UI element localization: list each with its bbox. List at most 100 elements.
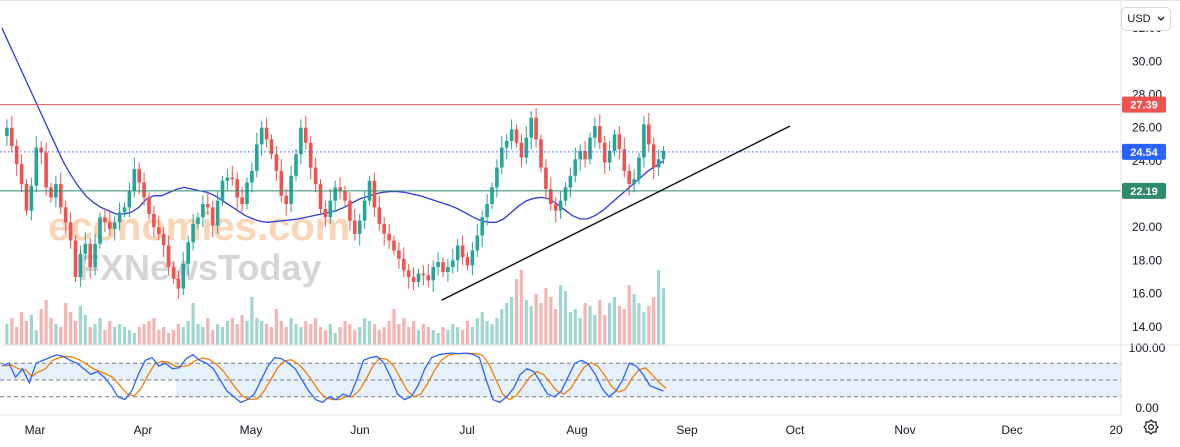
- candle-body: [142, 182, 146, 198]
- candle-body: [622, 149, 627, 171]
- volume-bar: [382, 327, 386, 345]
- candle-body: [387, 233, 391, 241]
- candle-body: [49, 187, 53, 198]
- volume-bar: [113, 327, 117, 345]
- volume-bar: [461, 330, 465, 345]
- candle-body: [573, 159, 578, 176]
- candle-body: [230, 177, 235, 180]
- currency-label: USD: [1127, 13, 1151, 25]
- candle-body: [362, 200, 367, 221]
- volume-bar: [54, 324, 58, 345]
- volume-bar: [176, 324, 180, 345]
- volume-bar: [260, 321, 264, 345]
- candle-body: [259, 127, 264, 145]
- volume-bar: [333, 333, 337, 345]
- volume-bar: [539, 303, 543, 345]
- candle-body: [607, 150, 612, 163]
- volume-bar: [59, 327, 63, 345]
- volume-bar: [265, 324, 269, 345]
- volume-bar: [171, 330, 176, 345]
- candle-body: [544, 167, 548, 190]
- volume-bar: [274, 309, 278, 345]
- volume-bar: [157, 330, 161, 345]
- candle-body: [509, 129, 514, 141]
- volume-bar: [284, 327, 288, 345]
- volume-bar: [617, 306, 621, 345]
- candle-body: [264, 127, 269, 140]
- candle-body: [112, 222, 117, 229]
- currency-selector[interactable]: USD: [1121, 7, 1171, 31]
- volume-bar: [402, 318, 406, 345]
- volume-bar: [431, 330, 435, 345]
- candle-body: [137, 169, 141, 183]
- candle-body: [632, 179, 636, 185]
- volume-bar: [348, 324, 352, 345]
- level-tag: [1122, 182, 1166, 199]
- volume-bar: [642, 312, 646, 345]
- volume-bar: [603, 315, 607, 345]
- volume-bar: [392, 309, 396, 345]
- volume-bar: [544, 288, 548, 345]
- volume-bar: [245, 321, 249, 345]
- candle-body: [602, 142, 607, 163]
- stoch-k-line: [1, 352, 664, 404]
- volume-bar: [211, 330, 215, 345]
- candle-body: [127, 190, 132, 208]
- volume-bar: [162, 327, 166, 345]
- candle-body: [132, 169, 137, 191]
- volume-bar: [314, 318, 318, 345]
- volume-bar: [93, 324, 97, 345]
- volume-bar: [235, 324, 239, 345]
- candle-body: [377, 207, 382, 224]
- volume-bar: [661, 288, 666, 345]
- volume-bar: [387, 321, 391, 345]
- watermark-line1: economies.com: [48, 205, 350, 249]
- candle-body: [455, 245, 460, 261]
- candle-body: [88, 243, 92, 268]
- volume-bar: [98, 318, 102, 345]
- candle-body: [578, 150, 582, 160]
- candle-body: [460, 245, 465, 258]
- volume-bar: [127, 330, 131, 345]
- volume-bar: [216, 324, 220, 345]
- volume-bar: [441, 327, 445, 345]
- candle-body: [14, 145, 19, 165]
- candle-body: [416, 273, 421, 282]
- settings-button[interactable]: [1140, 418, 1162, 440]
- chevron-down-icon: [1157, 13, 1165, 25]
- candle-body: [299, 127, 303, 155]
- volume-bar: [167, 333, 171, 345]
- candle-body: [63, 207, 68, 223]
- volume-bar: [73, 321, 78, 345]
- volume-bar: [647, 306, 651, 345]
- volume-bar: [465, 321, 470, 345]
- volume-bar: [657, 270, 661, 345]
- volume-bar: [88, 327, 92, 345]
- time-tick: Apr: [134, 423, 153, 437]
- volume-bar: [299, 327, 303, 345]
- candle-body: [357, 220, 362, 234]
- volume-bar: [353, 330, 357, 345]
- candle-body: [598, 126, 602, 143]
- candle-body: [161, 233, 166, 246]
- level-labels: 27.39 24.54 22.19: [1122, 96, 1166, 199]
- volume-bar: [206, 318, 210, 345]
- candle-body: [304, 127, 308, 143]
- volume-bar: [225, 321, 229, 345]
- volume-bar: [510, 297, 514, 345]
- candle-body: [245, 182, 249, 205]
- candle-body: [475, 235, 480, 251]
- candle-body: [485, 204, 489, 218]
- volume-bar: [593, 315, 597, 345]
- volume-bar: [181, 327, 185, 345]
- candle-body: [210, 207, 215, 226]
- trendline[interactable]: [441, 125, 791, 301]
- candle-body: [206, 204, 210, 208]
- candle-body: [313, 167, 318, 185]
- candle-body: [171, 267, 176, 279]
- candle-body: [588, 137, 592, 160]
- candle-body: [323, 208, 328, 218]
- candle-body: [421, 273, 426, 276]
- candle-body: [73, 240, 78, 277]
